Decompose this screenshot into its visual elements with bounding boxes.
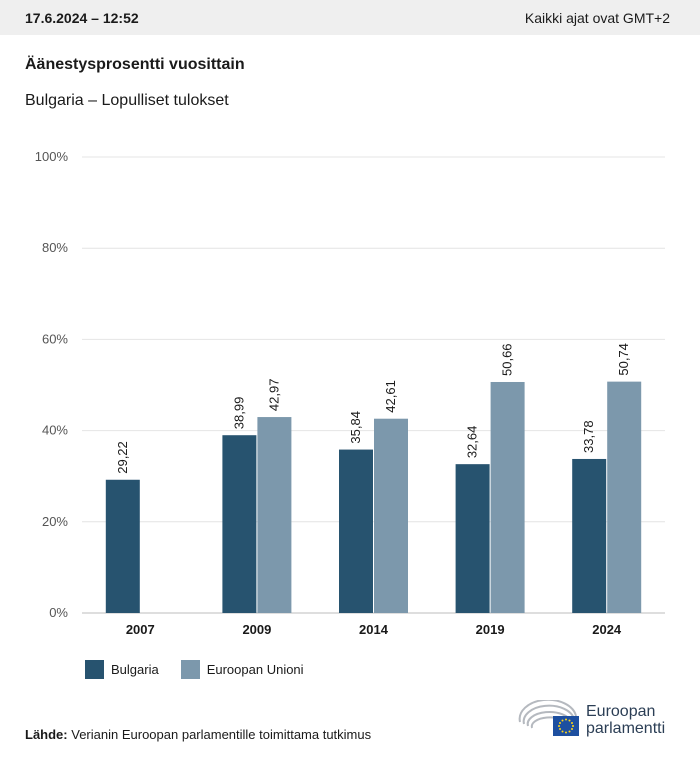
data-label: 42,97 xyxy=(266,379,281,412)
bar-bulgaria-2014 xyxy=(339,449,373,613)
bar-bulgaria-2024 xyxy=(572,458,607,613)
chart-title: Äänestysprosentti vuosittain xyxy=(25,56,245,73)
source-label: Lähde: xyxy=(25,727,68,742)
logo-line-2: parlamentti xyxy=(586,720,666,737)
legend-item-bulgaria[interactable]: Bulgaria xyxy=(85,660,159,679)
data-label: 29,22 xyxy=(115,441,130,474)
source-text: Verianin Euroopan parlamentille toimitta… xyxy=(71,727,372,742)
data-label: 42,61 xyxy=(383,380,398,413)
y-tick-label: 100% xyxy=(35,149,69,164)
bar-bulgaria-2019 xyxy=(455,464,490,613)
data-label: 50,74 xyxy=(616,343,631,376)
x-tick-label: 2024 xyxy=(592,622,622,637)
data-label: 50,66 xyxy=(500,343,515,376)
data-label: 33,78 xyxy=(581,420,596,453)
legend-swatch-eu xyxy=(180,660,200,679)
bar-eu-2024 xyxy=(607,381,642,613)
european-parliament-logo-icon xyxy=(518,700,579,736)
x-tick-label: 2009 xyxy=(242,622,271,637)
logo-line-1: Euroopan xyxy=(586,703,656,720)
legend-label-eu: Euroopan Unioni xyxy=(206,662,304,677)
timestamp: 17.6.2024 – 12:52 xyxy=(25,9,139,26)
x-tick-label: 2019 xyxy=(476,622,505,637)
legend: Bulgaria Euroopan Unioni xyxy=(85,660,326,679)
y-tick-label: 60% xyxy=(42,331,68,346)
bar-bulgaria-2007 xyxy=(105,479,140,613)
data-label: 32,64 xyxy=(465,426,480,459)
bar-eu-2019 xyxy=(490,381,525,613)
bar-eu-2009 xyxy=(257,417,292,613)
logo-text: Euroopan parlamentti xyxy=(586,703,665,737)
x-tick-label: 2007 xyxy=(126,622,155,637)
x-tick-label: 2014 xyxy=(359,622,389,637)
data-label: 35,84 xyxy=(348,411,363,444)
source-note: Lähde: Verianin Euroopan parlamentille t… xyxy=(25,727,371,742)
y-tick-label: 80% xyxy=(42,240,68,255)
bar-bulgaria-2009 xyxy=(222,435,257,613)
bar-eu-2014 xyxy=(374,418,408,613)
top-bar: 17.6.2024 – 12:52 Kaikki ajat ovat GMT+2 xyxy=(0,0,700,35)
y-tick-label: 0% xyxy=(49,605,68,620)
chart-subtitle: Bulgaria – Lopulliset tulokset xyxy=(25,92,229,109)
timezone-note: Kaikki ajat ovat GMT+2 xyxy=(524,9,670,26)
legend-item-eu[interactable]: Euroopan Unioni xyxy=(180,660,304,679)
y-tick-label: 40% xyxy=(42,423,68,438)
legend-label-bulgaria: Bulgaria xyxy=(111,662,159,677)
ep-logo: Euroopan parlamentti xyxy=(518,700,665,740)
bar-chart: 0% 20% 40% 60% 80% 100% 2007 29,22 2009 38,99 42,9… xyxy=(35,149,665,637)
y-tick-label: 20% xyxy=(42,514,68,529)
legend-swatch-bulgaria xyxy=(85,660,104,679)
data-label: 38,99 xyxy=(231,397,246,430)
